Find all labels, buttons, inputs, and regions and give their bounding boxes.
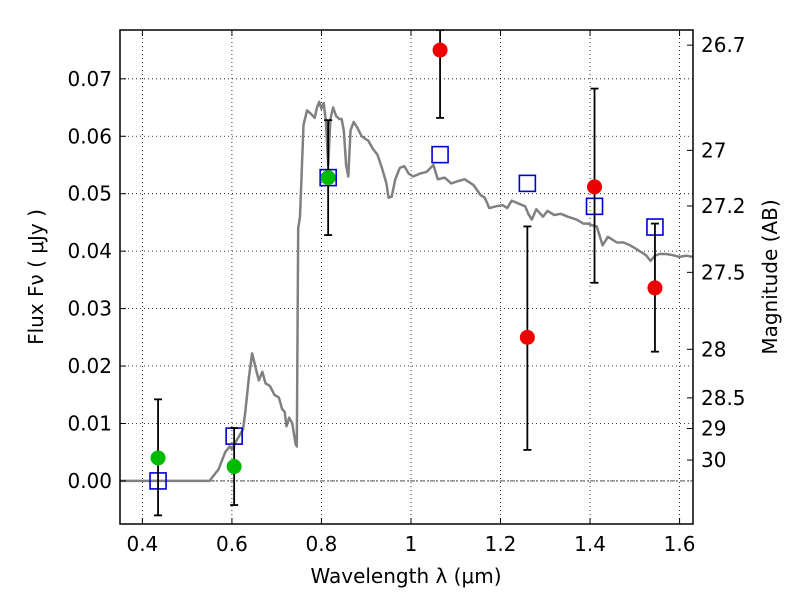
plot-frame bbox=[119, 29, 694, 525]
x-tick-label: 1.4 bbox=[574, 532, 606, 556]
y-tick-label: 0.04 bbox=[67, 239, 112, 263]
y-tick-label: 0.00 bbox=[67, 469, 112, 493]
model-flux-square bbox=[431, 145, 449, 164]
y2-tick-label: 27 bbox=[701, 138, 726, 162]
observed-flux-point bbox=[320, 170, 336, 186]
y-tick-label: 0.03 bbox=[67, 297, 112, 321]
axes: 0.4 0.6 0.8 1 1.2 1.4 1.6 0.00 0.01 0.02 0.03 0.04 0… bbox=[67, 30, 746, 556]
x-tick-label: 1.6 bbox=[664, 532, 696, 556]
y2-tick-label: 29 bbox=[701, 417, 726, 441]
y-tick-label: 0.02 bbox=[67, 354, 112, 378]
y-tick-label: 0.07 bbox=[67, 67, 112, 91]
y2-tick-label: 28 bbox=[701, 337, 726, 361]
observed-flux-point bbox=[519, 329, 535, 345]
y2-tick-label: 30 bbox=[701, 448, 726, 472]
y-tick-label: 0.01 bbox=[67, 411, 112, 435]
x-tick-label: 0.4 bbox=[126, 532, 158, 556]
y2-tick-label: 26.7 bbox=[701, 33, 746, 57]
plot-area bbox=[120, 30, 693, 517]
model-flux-square bbox=[518, 174, 537, 193]
observed-flux-point bbox=[150, 450, 166, 466]
observed-flux-point bbox=[647, 280, 663, 296]
model-spectrum-line bbox=[120, 100, 693, 483]
observed-flux-point bbox=[226, 459, 242, 475]
y2-axis-title: Magnitude (AB) bbox=[758, 199, 782, 354]
y-tick-label: 0.06 bbox=[67, 124, 112, 148]
y-axis-title: Flux Fν ( μJy ) bbox=[24, 209, 48, 345]
y-tick-label: 0.05 bbox=[67, 182, 112, 206]
observed-flux-point bbox=[432, 42, 448, 58]
x-tick-label: 0.8 bbox=[306, 532, 338, 556]
y2-tick-label: 27.2 bbox=[701, 194, 746, 218]
x-tick-label: 1 bbox=[405, 532, 418, 556]
y2-tick-label: 27.5 bbox=[701, 260, 746, 284]
x-axis-title: Wavelength λ (μm) bbox=[310, 564, 501, 588]
observed-flux-point bbox=[587, 179, 603, 195]
y2-tick-label: 28.5 bbox=[701, 386, 746, 410]
x-tick-label: 0.6 bbox=[216, 532, 248, 556]
x-tick-label: 1.2 bbox=[485, 532, 517, 556]
